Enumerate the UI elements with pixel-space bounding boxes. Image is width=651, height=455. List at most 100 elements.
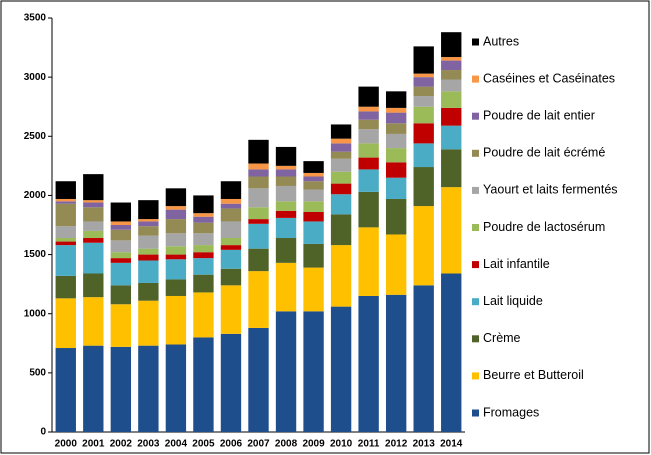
bar-segment: [358, 295, 379, 432]
bar-segment: [138, 219, 159, 222]
bar-segment: [55, 275, 76, 299]
bar-segment: [358, 191, 379, 228]
bar-segment: [275, 217, 297, 239]
bar-segment: [138, 221, 159, 227]
bar-segment: [330, 214, 352, 246]
bar-segment: [165, 246, 187, 255]
bar-segment: [138, 235, 159, 249]
legend-label: Crème: [483, 331, 521, 345]
bar-segment: [83, 230, 104, 239]
x-tick-label: 2003: [137, 439, 160, 450]
bar-segment: [441, 79, 462, 92]
legend-label: Caséines et Caséinates: [483, 71, 615, 85]
bar-segment: [303, 211, 324, 222]
x-tick-label: 2005: [192, 439, 215, 450]
y-tick-label: 3000: [24, 72, 47, 83]
x-tick-label: 2000: [55, 439, 78, 450]
bar-segment: [275, 169, 297, 177]
bar-segment: [110, 202, 132, 222]
bar-segment: [248, 163, 269, 170]
bar-segment: [110, 258, 132, 263]
legend-label: Beurre et Butteroil: [483, 368, 584, 382]
x-tick-label: 2013: [413, 439, 436, 450]
bar-segment: [193, 216, 214, 223]
bar-segment: [358, 169, 379, 192]
bar-segment: [110, 285, 132, 305]
bar-segment: [303, 267, 324, 312]
bar-segment: [385, 123, 407, 134]
bar-segment: [55, 348, 76, 432]
bar-segment: [55, 238, 76, 242]
bar-segment: [248, 207, 269, 220]
bar-segment: [220, 181, 242, 199]
bar-segment: [220, 221, 242, 239]
bar-segment: [138, 254, 159, 261]
bar-segment: [303, 311, 324, 432]
bar-segment: [193, 258, 214, 275]
bar-segment: [248, 223, 269, 249]
bar-segment: [385, 294, 407, 432]
bar-segment: [385, 112, 407, 124]
bar-segment: [83, 221, 104, 231]
bar-segment: [248, 219, 269, 224]
bar-segment: [358, 129, 379, 144]
bar-segment: [248, 248, 269, 272]
bar-segment: [358, 111, 379, 120]
bar-segment: [220, 249, 242, 269]
bar-segment: [330, 138, 352, 144]
x-tick-label: 2008: [275, 439, 298, 450]
y-tick-label: 2500: [24, 131, 47, 142]
y-tick-label: 500: [29, 367, 46, 378]
bar-segment: [110, 240, 132, 253]
bar-segment: [303, 172, 324, 177]
legend-swatch: [472, 224, 479, 231]
bar-segment: [248, 271, 269, 328]
bar-segment: [193, 274, 214, 293]
x-tick-label: 2002: [110, 439, 133, 450]
bar-segment: [193, 337, 214, 432]
bar-segment: [110, 229, 132, 241]
bar-segment: [248, 176, 269, 189]
legend-label: Autres: [483, 34, 519, 48]
bar-segment: [138, 248, 159, 255]
bar-segment: [165, 254, 187, 260]
bar-segment: [220, 208, 242, 222]
bar-segment: [385, 133, 407, 149]
bar-segment: [138, 300, 159, 346]
bar-segment: [330, 143, 352, 152]
legend-label: Lait infantile: [483, 257, 550, 271]
bar-segment: [138, 226, 159, 236]
legend-swatch: [472, 409, 479, 417]
bar-segment: [220, 333, 242, 432]
x-tick-label: 2009: [302, 439, 325, 450]
legend-swatch: [472, 149, 479, 157]
legend-label: Lait liquide: [483, 294, 543, 308]
bar-segment: [165, 209, 187, 220]
bar-segment: [303, 201, 324, 212]
bar-segment: [441, 70, 462, 80]
bar-segment: [220, 238, 242, 246]
x-tick-label: 2006: [220, 439, 243, 450]
bar-segment: [83, 238, 104, 243]
bar-segment: [330, 183, 352, 195]
x-tick-label: 2001: [82, 439, 105, 450]
bar-segment: [220, 245, 242, 250]
bar-segment: [83, 297, 104, 346]
bar-segment: [138, 200, 159, 220]
bar-segment: [110, 221, 132, 225]
bar-segment: [303, 181, 324, 190]
bar-segment: [413, 285, 434, 432]
bar-segment: [358, 106, 379, 112]
bar-segment: [193, 252, 214, 259]
y-tick-label: 1500: [24, 249, 47, 260]
legend-label: Yaourt et laits fermentés: [483, 183, 618, 197]
bar-segment: [413, 73, 434, 78]
bar-segment: [385, 234, 407, 295]
legend-swatch: [472, 112, 479, 120]
bar-segment: [385, 198, 407, 235]
bar-segment: [193, 292, 214, 338]
legend-swatch: [472, 335, 479, 343]
bar-segment: [303, 221, 324, 244]
bar-segment: [193, 195, 214, 214]
